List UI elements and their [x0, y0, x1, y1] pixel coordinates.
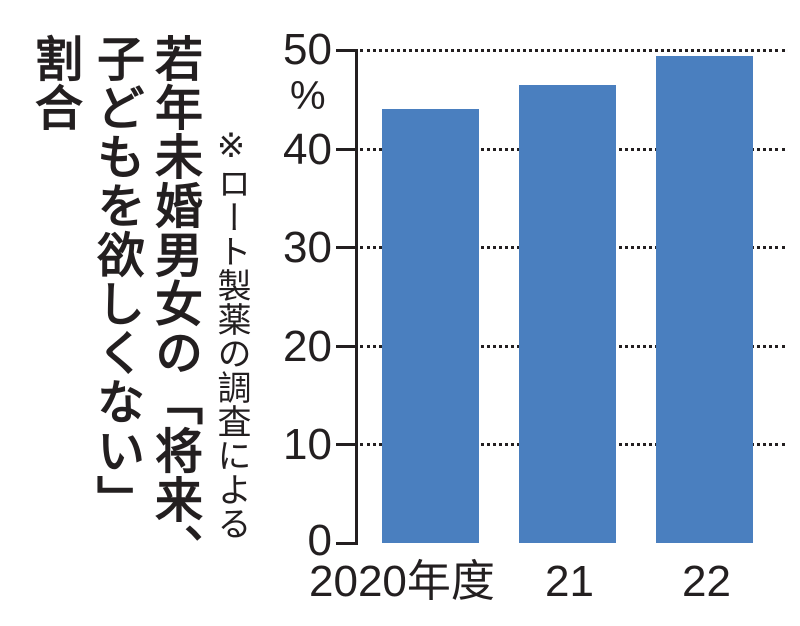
chart-title-line-2: 子どもを欲しくない」: [88, 34, 144, 524]
chart-title-line-3: 割合: [26, 34, 82, 132]
gridline-50: [360, 49, 785, 52]
x-label-2020: 2020年度: [309, 557, 495, 606]
bar-2020: [382, 109, 479, 543]
y-label-0: 0: [307, 516, 332, 565]
y-label-50: 50: [283, 25, 332, 74]
y-tick-30: [336, 246, 356, 249]
y-label-10: 10: [283, 420, 332, 469]
bar-2021: [519, 85, 616, 543]
y-unit-label: %: [290, 74, 326, 118]
y-tick-50: [336, 49, 356, 52]
y-label-30: 30: [283, 223, 332, 272]
x-label-22: 22: [682, 557, 731, 606]
y-label-20: 20: [283, 322, 332, 371]
source-note: ※ロート製薬の調査による: [211, 126, 251, 540]
y-tick-10: [336, 443, 356, 446]
y-label-40: 40: [283, 125, 332, 174]
x-label-21: 21: [545, 557, 594, 606]
y-tick-20: [336, 345, 356, 348]
chart-title-line-1: 若年未婚男女の「将来、: [146, 34, 202, 573]
y-tick-0: [336, 542, 356, 545]
bar-2022: [656, 56, 753, 543]
y-tick-40: [336, 148, 356, 151]
y-axis-line: [355, 49, 358, 545]
